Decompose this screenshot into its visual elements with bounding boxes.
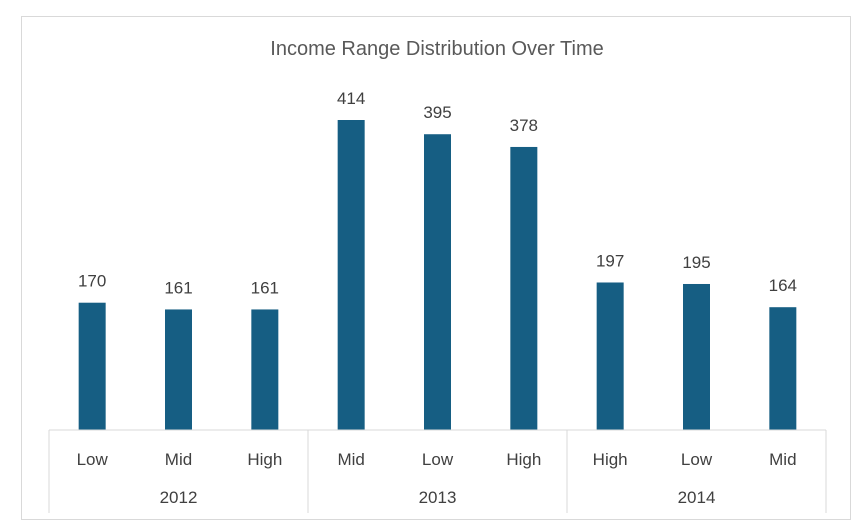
category-tick-label: High: [593, 450, 628, 469]
data-labels-group: 170 161 161 414 395 378 197 195 164: [78, 89, 797, 297]
category-tick-label: High: [506, 450, 541, 469]
category-tick-label: Mid: [337, 450, 364, 469]
category-axis: Low Mid High 2012 Mid Low High 2013 High Low Mid 20…: [48, 429, 827, 513]
data-label: 395: [423, 103, 451, 122]
bar: [769, 307, 797, 430]
data-label: 195: [682, 253, 710, 272]
chart-title: Income Range Distribution Over Time: [270, 38, 603, 60]
bar: [596, 282, 624, 430]
group-tick-label: 2012: [160, 488, 198, 507]
data-label: 378: [510, 116, 538, 135]
category-tick-label: Low: [422, 450, 454, 469]
category-tick-label: High: [247, 450, 282, 469]
bars-group: [78, 120, 797, 430]
bar: [251, 309, 279, 430]
data-label: 197: [596, 251, 624, 270]
data-label: 414: [337, 89, 365, 108]
bar: [337, 120, 365, 430]
category-tick-label: Mid: [769, 450, 796, 469]
data-label: 161: [251, 278, 279, 297]
bar: [424, 134, 451, 430]
bar: [683, 283, 710, 430]
group-tick-label: 2013: [419, 488, 457, 507]
category-tick-label: Low: [681, 450, 713, 469]
data-label: 170: [78, 272, 106, 291]
category-tick-label: Low: [77, 450, 109, 469]
bar: [510, 146, 538, 430]
data-label: 161: [164, 278, 192, 297]
bar: [165, 309, 192, 430]
data-label: 164: [769, 276, 797, 295]
group-tick-label: 2014: [678, 488, 716, 507]
bar: [78, 302, 106, 430]
category-tick-label: Mid: [165, 450, 192, 469]
